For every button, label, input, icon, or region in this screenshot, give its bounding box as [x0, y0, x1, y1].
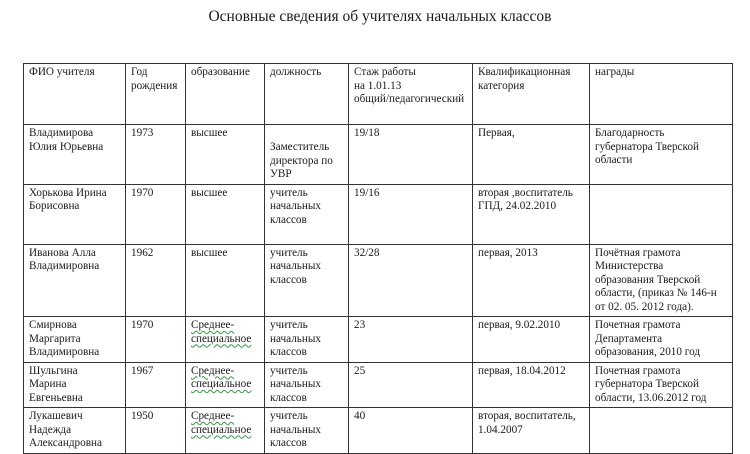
cell-position: учитель начальных классов [264, 183, 349, 245]
name-text: Шульгина Марина Евгеньевна [29, 364, 83, 404]
name-text: Хорькова Ирина Борисовна [29, 186, 107, 213]
category-text: первая, 9.02.2010 [478, 319, 561, 331]
cell-name: Лукашевич Надежда Александровна [23, 407, 126, 454]
table-row: Иванова Алла Владимировна 1962 высшее учите… [23, 243, 733, 317]
page-title: Основные сведения об учителях начальных … [208, 8, 552, 25]
cell-education: Среднее- специальное [185, 407, 265, 454]
experience-text: 32/28 [354, 246, 380, 259]
cell-education: Среднее- специальное [185, 361, 265, 408]
cell-name: Владимирова Юлия Юрьевна [23, 124, 126, 185]
education-text: высшее [191, 127, 228, 139]
experience-text: 19/18 [354, 127, 380, 139]
year-text: 1973 [131, 127, 154, 139]
cell-experience: 23 [348, 316, 473, 363]
position-text: учитель начальных классов [270, 246, 321, 286]
column-header: Стаж работы на 1.01.13 общий/педагогичес… [348, 63, 473, 125]
cell-name: Шульгина Марина Евгеньевна [23, 361, 126, 408]
cell-awards: Благодарность губернатора Тверской облас… [589, 124, 733, 185]
position-text: учитель начальных классов [270, 186, 321, 226]
cell-awards [589, 407, 733, 454]
education-text: Среднее- специальное [191, 364, 252, 391]
education-text: Среднее- специальное [191, 319, 252, 345]
cell-experience: 25 [348, 361, 473, 408]
category-text: первая, 2013 [478, 246, 538, 259]
awards-text: Почетная грамота Департамента образовани… [595, 319, 701, 358]
name-text: Иванова Алла Владимировна [29, 246, 100, 273]
cell-category: первая, 9.02.2010 [472, 316, 590, 363]
cell-awards: Почетная грамота Департамента образовани… [589, 316, 733, 363]
position-text: учитель начальных классов [270, 364, 321, 404]
experience-text: 40 [354, 410, 366, 422]
column-header: Год рождения [125, 63, 186, 125]
education-text: Среднее- специальное [191, 410, 252, 436]
name-text: Смирнова Маргарита Владимировна [29, 319, 100, 358]
header-row: ФИО учителя Год рождения образование должно… [23, 63, 733, 125]
column-header: награды [589, 63, 733, 125]
table-row: Лукашевич Надежда Александровна 1950 Средн… [23, 407, 733, 454]
table-row: Владимирова Юлия Юрьевна 1973 высшее Замест… [23, 124, 733, 185]
cell-year: 1970 [125, 183, 186, 245]
cell-category: вторая, воспитатель, 1.04.2007 [472, 407, 590, 454]
cell-category: первая, 2013 [472, 243, 590, 317]
column-header: ФИО учителя [23, 63, 126, 125]
column-header: Квалификационная категория [472, 63, 590, 125]
cell-position: учитель начальных классов [264, 407, 349, 454]
cell-category: вторая ,воспитатель ГПД, 24.02.2010 [472, 183, 590, 245]
category-text: вторая ,воспитатель ГПД, 24.02.2010 [478, 186, 573, 213]
position-text: учитель начальных классов [270, 319, 321, 358]
cell-education: высшее [185, 124, 265, 185]
cell-name: Хорькова Ирина Борисовна [23, 183, 126, 245]
name-text: Лукашевич Надежда Александровна [29, 410, 102, 449]
cell-year: 1973 [125, 124, 186, 185]
cell-position: учитель начальных классов [264, 316, 349, 363]
awards-text: Почетная грамота губернатора Тверской об… [595, 364, 707, 404]
table-row: Хорькова Ирина Борисовна 1970 высшее учител… [23, 183, 733, 245]
experience-text: 25 [354, 364, 366, 377]
cell-experience: 19/18 [348, 124, 473, 185]
cell-education: Среднее- специальное [185, 316, 265, 363]
awards-text: Благодарность губернатора Тверской облас… [595, 127, 699, 166]
cell-education: высшее [185, 183, 265, 245]
year-text: 1967 [131, 364, 154, 377]
cell-year: 1962 [125, 243, 186, 317]
cell-position: учитель начальных классов [264, 243, 349, 317]
cell-position: учитель начальных классов [264, 361, 349, 408]
cell-education: высшее [185, 243, 265, 317]
cell-year: 1950 [125, 407, 186, 454]
cell-awards: Почетная грамота губернатора Тверской об… [589, 361, 733, 408]
name-text: Владимирова Юлия Юрьевна [29, 127, 104, 153]
awards-text: Почётная грамота Министерства образовани… [595, 246, 717, 313]
cell-year: 1967 [125, 361, 186, 408]
column-header: должность [264, 63, 349, 125]
experience-text: 23 [354, 319, 366, 331]
table-row: Шульгина Марина Евгеньевна 1967 Среднее- с… [23, 361, 733, 408]
position-text: Заместитель директора по УВР [270, 141, 333, 180]
cell-year: 1970 [125, 316, 186, 363]
table-row: Смирнова Маргарита Владимировна 1970 Средн… [23, 316, 733, 363]
cell-experience: 32/28 [348, 243, 473, 317]
education-text: высшее [191, 186, 228, 199]
cell-awards: Почётная грамота Министерства образовани… [589, 243, 733, 317]
education-text: высшее [191, 246, 228, 259]
cell-awards [589, 183, 733, 245]
category-text: Первая, [478, 127, 515, 139]
cell-category: первая, 18.04.2012 [472, 361, 590, 408]
cell-position: Заместитель директора по УВР [264, 124, 349, 185]
column-header: образование [185, 63, 265, 125]
cell-experience: 40 [348, 407, 473, 454]
cell-category: Первая, [472, 124, 590, 185]
experience-text: 19/16 [354, 186, 380, 199]
cell-name: Иванова Алла Владимировна [23, 243, 126, 317]
category-text: вторая, воспитатель, 1.04.2007 [478, 410, 576, 436]
position-text: учитель начальных классов [270, 410, 321, 449]
cell-experience: 19/16 [348, 183, 473, 245]
year-text: 1970 [131, 186, 154, 199]
year-text: 1962 [131, 246, 154, 259]
year-text: 1970 [131, 319, 154, 331]
year-text: 1950 [131, 410, 154, 422]
cell-name: Смирнова Маргарита Владимировна [23, 316, 126, 363]
teachers-table: ФИО учителя Год рождения образование должно… [23, 63, 733, 454]
category-text: первая, 18.04.2012 [478, 364, 566, 377]
